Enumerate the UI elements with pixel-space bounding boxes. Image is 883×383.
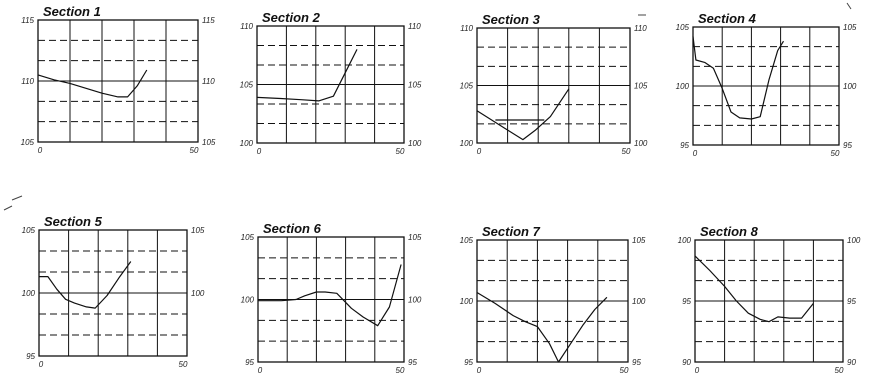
y-tick-label-right: 95 xyxy=(847,297,856,306)
chart-title: Section 8 xyxy=(700,224,759,239)
y-tick-label-left: 105 xyxy=(240,81,254,90)
y-tick-label-right: 90 xyxy=(847,358,856,367)
series-line-1 xyxy=(476,88,570,141)
x-tick-label: 0 xyxy=(477,147,482,156)
y-tick-label-right: 100 xyxy=(843,82,857,91)
y-tick-label-right: 95 xyxy=(843,141,852,150)
y-tick-label-left: 100 xyxy=(460,139,474,148)
stray-mark xyxy=(3,205,13,211)
chart-title: Section 6 xyxy=(263,221,322,236)
y-tick-label-left: 110 xyxy=(21,77,34,86)
y-tick-label-left: 95 xyxy=(680,141,689,150)
x-tick-label: 0 xyxy=(477,366,482,375)
x-tick-label: 50 xyxy=(835,366,844,375)
x-tick-label: 50 xyxy=(620,366,629,375)
y-tick-label-right: 100 xyxy=(408,296,422,305)
y-tick-label-right: 105 xyxy=(408,233,422,242)
plot-frame xyxy=(37,19,199,143)
y-tick-label-right: 100 xyxy=(847,236,861,245)
x-tick-label: 0 xyxy=(693,149,698,158)
y-tick-label-left: 115 xyxy=(21,16,34,25)
series-line-1 xyxy=(256,49,358,102)
y-tick-label-right: 100 xyxy=(634,139,648,148)
y-tick-label-left: 105 xyxy=(241,233,255,242)
y-tick-label-right: 110 xyxy=(634,24,647,33)
x-tick-label: 50 xyxy=(831,149,840,158)
y-tick-label-right: 105 xyxy=(632,236,646,245)
series-line-1 xyxy=(258,264,402,327)
chart-panel-7: Section 7 105 100 95 105 100 95 0 50 xyxy=(460,224,646,375)
y-tick-label-left: 95 xyxy=(682,297,691,306)
stray-mark xyxy=(11,195,23,201)
plot-frame xyxy=(476,239,629,363)
y-tick-label-left: 105 xyxy=(21,138,35,147)
chart-panel-8: Section 8 100 95 90 100 95 90 0 50 xyxy=(678,224,861,375)
series-line-1 xyxy=(476,291,608,363)
y-tick-label-left: 100 xyxy=(240,139,254,148)
y-tick-label-right: 105 xyxy=(634,82,648,91)
x-tick-label: 0 xyxy=(258,366,263,375)
y-tick-label-left: 110 xyxy=(240,22,253,31)
x-tick-label: 50 xyxy=(396,366,405,375)
plot-frame xyxy=(694,239,844,363)
y-tick-label-left: 105 xyxy=(676,23,690,32)
y-tick-label-right: 105 xyxy=(843,23,857,32)
x-tick-label: 50 xyxy=(179,360,188,369)
y-tick-label-left: 95 xyxy=(26,352,35,361)
plot-frame xyxy=(692,26,840,146)
x-tick-label: 0 xyxy=(39,360,44,369)
x-tick-label: 50 xyxy=(396,147,405,156)
plot-frame xyxy=(257,236,405,363)
y-tick-label-left: 105 xyxy=(22,226,36,235)
y-tick-label-left: 95 xyxy=(464,358,473,367)
chart-panel-5: Section 5 105 100 95 105 100 0 50 xyxy=(22,214,205,369)
y-tick-label-left: 100 xyxy=(22,289,36,298)
chart-panel-6: Section 6 105 100 95 105 100 95 0 50 xyxy=(241,221,422,375)
y-tick-label-left: 110 xyxy=(460,24,473,33)
chart-title: Section 5 xyxy=(44,214,103,229)
plot-frame xyxy=(256,25,405,144)
series-line-1 xyxy=(694,255,814,323)
y-tick-label-right: 100 xyxy=(408,139,422,148)
y-tick-label-left: 90 xyxy=(682,358,691,367)
series-line-1 xyxy=(37,69,148,98)
series-line-1 xyxy=(39,261,132,309)
y-tick-label-left: 100 xyxy=(460,297,474,306)
y-tick-label-left: 95 xyxy=(245,358,254,367)
y-tick-label-right: 105 xyxy=(202,138,216,147)
series-line-1 xyxy=(692,36,785,120)
y-tick-label-right: 110 xyxy=(202,77,215,86)
y-tick-label-left: 105 xyxy=(460,82,474,91)
y-tick-label-right: 95 xyxy=(408,358,417,367)
x-tick-label: 0 xyxy=(257,147,262,156)
chart-title: Section 2 xyxy=(262,10,321,25)
plot-frame xyxy=(38,229,188,357)
y-tick-label-left: 100 xyxy=(676,82,690,91)
chart-title: Section 1 xyxy=(43,4,101,19)
y-tick-label-right: 105 xyxy=(191,226,205,235)
y-tick-label-right: 95 xyxy=(632,358,641,367)
x-tick-label: 0 xyxy=(38,146,43,155)
plot-frame xyxy=(476,27,631,144)
y-tick-label-left: 100 xyxy=(678,236,692,245)
chart-title: Section 3 xyxy=(482,12,541,27)
y-tick-label-right: 100 xyxy=(191,289,205,298)
x-tick-label: 0 xyxy=(695,366,700,375)
y-tick-label-right: 105 xyxy=(408,81,422,90)
x-tick-label: 50 xyxy=(622,147,631,156)
chart-title: Section 7 xyxy=(482,224,541,239)
y-tick-label-right: 115 xyxy=(202,16,215,25)
y-tick-label-left: 105 xyxy=(460,236,474,245)
y-tick-label-left: 100 xyxy=(241,296,255,305)
y-tick-label-right: 100 xyxy=(632,297,646,306)
y-tick-label-right: 110 xyxy=(408,22,421,31)
chart-panel-4: Section 4 105 100 95 105 100 95 0 50 xyxy=(676,11,857,158)
chart-title: Section 4 xyxy=(698,11,757,26)
stray-mark xyxy=(846,2,852,10)
x-tick-label: 50 xyxy=(190,146,199,155)
